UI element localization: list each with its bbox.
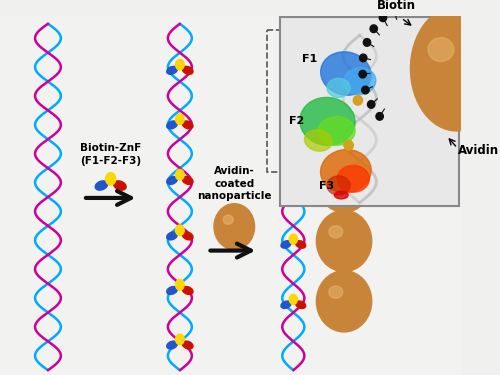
Ellipse shape: [316, 271, 372, 332]
Ellipse shape: [410, 6, 500, 131]
Ellipse shape: [296, 121, 306, 129]
Ellipse shape: [344, 68, 376, 94]
Ellipse shape: [329, 166, 342, 178]
Ellipse shape: [182, 341, 193, 349]
Text: Avidin-
coated
nanoparticle: Avidin- coated nanoparticle: [197, 166, 272, 201]
Ellipse shape: [176, 225, 184, 236]
Text: F3: F3: [319, 182, 334, 192]
Ellipse shape: [316, 32, 372, 93]
Circle shape: [354, 96, 362, 105]
Ellipse shape: [182, 177, 193, 184]
Ellipse shape: [182, 66, 193, 74]
Ellipse shape: [316, 151, 372, 212]
Ellipse shape: [296, 241, 306, 248]
Ellipse shape: [166, 232, 177, 240]
Ellipse shape: [281, 62, 291, 69]
Ellipse shape: [176, 279, 184, 290]
Ellipse shape: [281, 241, 291, 248]
Circle shape: [370, 25, 378, 33]
Ellipse shape: [176, 170, 184, 180]
Ellipse shape: [290, 234, 298, 244]
Circle shape: [359, 70, 366, 78]
Ellipse shape: [166, 286, 177, 294]
Ellipse shape: [176, 114, 184, 125]
Ellipse shape: [114, 181, 126, 190]
Ellipse shape: [327, 176, 350, 195]
Ellipse shape: [281, 182, 291, 189]
Ellipse shape: [320, 52, 371, 95]
Ellipse shape: [428, 38, 454, 62]
Circle shape: [362, 86, 369, 94]
Ellipse shape: [106, 172, 116, 185]
Text: Avidin: Avidin: [458, 144, 500, 157]
Ellipse shape: [290, 175, 298, 185]
Ellipse shape: [337, 165, 370, 192]
Ellipse shape: [296, 182, 306, 189]
Ellipse shape: [290, 294, 298, 304]
Circle shape: [376, 112, 384, 120]
Circle shape: [364, 39, 370, 46]
Circle shape: [344, 141, 354, 150]
Ellipse shape: [290, 55, 298, 65]
Ellipse shape: [316, 91, 372, 152]
Ellipse shape: [316, 210, 372, 272]
Ellipse shape: [327, 78, 350, 98]
Ellipse shape: [182, 286, 193, 294]
Ellipse shape: [329, 106, 342, 118]
Circle shape: [368, 100, 375, 108]
Ellipse shape: [176, 59, 184, 70]
Ellipse shape: [329, 47, 342, 59]
Ellipse shape: [166, 121, 177, 129]
Bar: [268, 30, 369, 172]
Ellipse shape: [329, 286, 342, 298]
Circle shape: [380, 14, 386, 22]
Ellipse shape: [300, 98, 355, 146]
Ellipse shape: [223, 215, 234, 224]
Text: Biotin-ZnF
(F1-F2-F3): Biotin-ZnF (F1-F2-F3): [80, 143, 142, 166]
Text: F1: F1: [302, 54, 318, 64]
Ellipse shape: [334, 191, 348, 199]
Ellipse shape: [281, 121, 291, 129]
Text: F2: F2: [289, 116, 304, 126]
Text: Biotin: Biotin: [377, 0, 416, 12]
Circle shape: [360, 54, 367, 62]
Ellipse shape: [166, 66, 177, 74]
Ellipse shape: [296, 62, 306, 69]
Ellipse shape: [320, 150, 371, 193]
Ellipse shape: [176, 334, 184, 345]
Ellipse shape: [318, 117, 355, 145]
Ellipse shape: [166, 341, 177, 349]
Ellipse shape: [281, 301, 291, 309]
Ellipse shape: [95, 181, 108, 190]
Ellipse shape: [182, 232, 193, 240]
Ellipse shape: [166, 177, 177, 184]
Ellipse shape: [304, 130, 332, 151]
Ellipse shape: [214, 204, 254, 250]
Ellipse shape: [290, 114, 298, 125]
Ellipse shape: [296, 301, 306, 309]
Circle shape: [390, 6, 398, 14]
Ellipse shape: [329, 226, 342, 238]
FancyBboxPatch shape: [280, 17, 460, 206]
Ellipse shape: [182, 121, 193, 129]
